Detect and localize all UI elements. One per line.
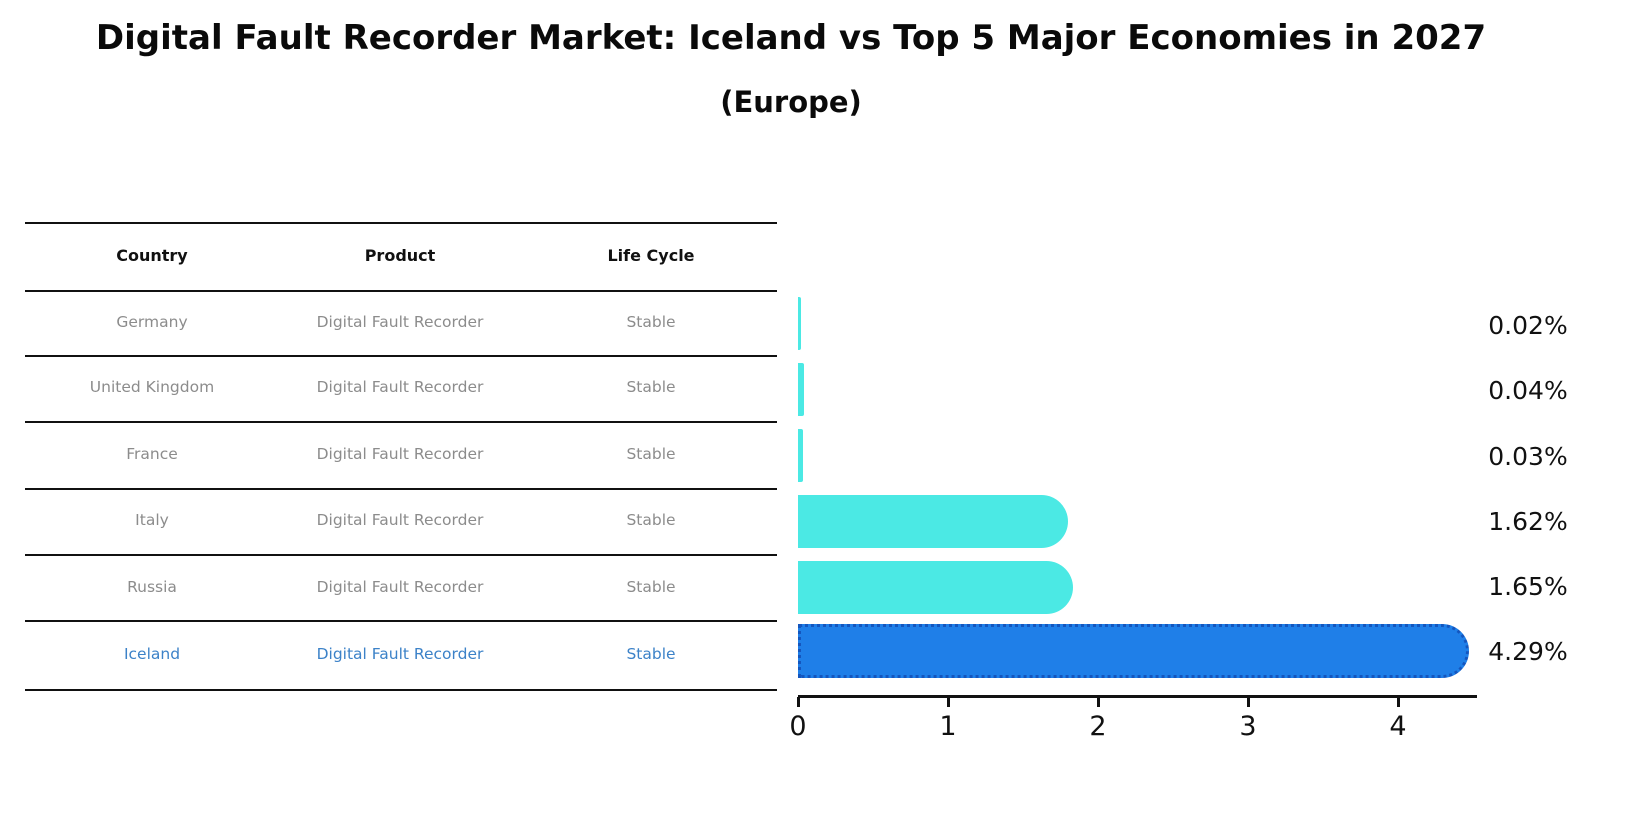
table-cell-life-cycle: Stable [626, 578, 676, 596]
table-cell-life-cycle: Stable [626, 511, 676, 529]
table-row-divider [25, 355, 777, 357]
table-cell-life-cycle: Stable [626, 445, 676, 463]
table-row-divider [25, 620, 777, 622]
chart-subtitle: (Europe) [720, 85, 862, 119]
table-cell-country: Germany [116, 313, 188, 331]
table-cell-product: Digital Fault Recorder [316, 645, 484, 663]
table-border-top [25, 222, 777, 224]
column-header-product: Product [364, 246, 436, 265]
x-tick-label: 3 [1239, 711, 1257, 742]
table-cell-product: Digital Fault Recorder [316, 511, 484, 529]
x-axis-tick [796, 697, 800, 707]
table-cell-country: United Kingdom [89, 378, 215, 396]
x-axis-tick [1246, 697, 1250, 707]
x-axis-tick [1096, 697, 1100, 707]
bar-united-kingdom [798, 363, 804, 416]
table-cell-country: France [126, 445, 178, 463]
value-label-united-kingdom: 0.04% [1488, 376, 1568, 405]
table-border-bottom [25, 689, 777, 691]
table-header-divider [25, 290, 777, 292]
table-cell-product: Digital Fault Recorder [316, 445, 484, 463]
table-cell-country: Italy [135, 511, 169, 529]
value-label-germany: 0.02% [1488, 311, 1568, 340]
table-cell-life-cycle: Stable [626, 378, 676, 396]
table-cell-country: Iceland [123, 645, 181, 663]
table-cell-country: Russia [127, 578, 177, 596]
bar-germany [798, 297, 801, 350]
value-label-france: 0.03% [1488, 442, 1568, 471]
x-axis-tick [1396, 697, 1400, 707]
column-header-life-cycle: Life Cycle [607, 246, 695, 265]
x-tick-label: 4 [1389, 711, 1407, 742]
value-label-italy: 1.62% [1488, 507, 1568, 536]
value-label-iceland: 4.29% [1488, 637, 1568, 666]
x-tick-label: 0 [789, 711, 807, 742]
column-header-country: Country [116, 246, 188, 265]
table-row-divider [25, 421, 777, 423]
x-axis-line [798, 695, 1477, 698]
bar-russia [798, 561, 1073, 614]
table-cell-life-cycle: Stable [626, 313, 676, 331]
table-row-divider [25, 488, 777, 490]
bar-italy [798, 495, 1068, 548]
x-axis-tick [946, 697, 950, 707]
table-cell-product: Digital Fault Recorder [316, 378, 484, 396]
table-cell-product: Digital Fault Recorder [316, 313, 484, 331]
x-tick-label: 1 [939, 711, 957, 742]
bar-iceland [798, 624, 1469, 678]
table-cell-life-cycle: Stable [626, 645, 676, 663]
table-cell-product: Digital Fault Recorder [316, 578, 484, 596]
x-tick-label: 2 [1089, 711, 1107, 742]
bar-france [798, 429, 803, 482]
value-label-russia: 1.65% [1488, 572, 1568, 601]
table-row-divider [25, 554, 777, 556]
chart-title: Digital Fault Recorder Market: Iceland v… [95, 18, 1487, 58]
